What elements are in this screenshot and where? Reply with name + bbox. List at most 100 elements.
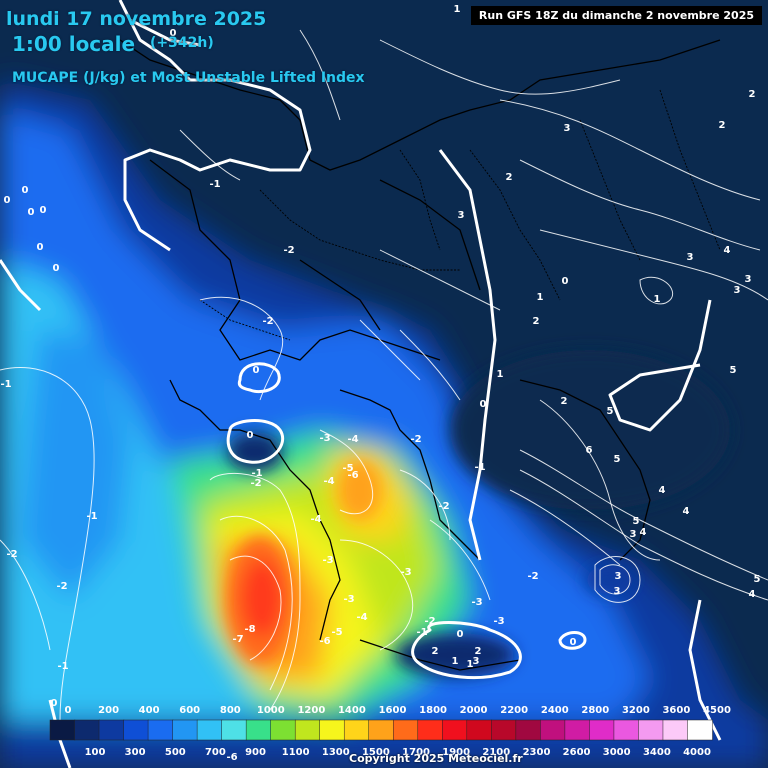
run-label: Run GFS 18Z du dimanche 2 novembre 2025 <box>470 6 762 25</box>
lifted-index-label: -6 <box>347 470 358 481</box>
lifted-index-label: -1 <box>251 468 262 479</box>
lifted-index-label: -3 <box>319 433 330 444</box>
colorbar-tick-label: 1800 <box>419 705 447 716</box>
lifted-index-label: -2 <box>56 581 67 592</box>
colorbar-tick-label: 400 <box>139 705 160 716</box>
lifted-index-label: 4 <box>683 506 690 517</box>
forecast-date: lundi 17 novembre 2025 <box>6 8 267 30</box>
colorbar-tick-label: 100 <box>85 747 106 758</box>
colorbar-tick-label: 2300 <box>523 747 551 758</box>
parameter-title: MUCAPE (J/kg) et Most Unstable Lifted In… <box>12 70 365 86</box>
lifted-index-label: 2 <box>719 120 726 131</box>
lifted-index-label: -4 <box>347 434 358 445</box>
colorbar-swatch <box>540 719 566 741</box>
colorbar-swatch <box>613 719 640 741</box>
colorbar-tick-label: 300 <box>125 747 146 758</box>
lifted-index-label: -3 <box>471 597 482 608</box>
lifted-index-label: 0 <box>170 28 177 39</box>
lifted-index-label: 1 <box>454 4 461 15</box>
lifted-index-label: 0 <box>4 195 11 206</box>
lifted-index-label: 5 <box>633 516 640 527</box>
lifted-index-label: -5 <box>342 463 353 474</box>
forecast-time: 1:00 locale <box>12 32 136 56</box>
lifted-index-label: 2 <box>533 316 540 327</box>
lifted-index-label: 2 <box>475 646 482 657</box>
lifted-index-label: -2 <box>250 478 261 489</box>
colorbar-swatch <box>123 719 149 741</box>
lifted-index-label: 0 <box>51 698 58 709</box>
lifted-index-label: -6 <box>319 636 330 647</box>
lifted-index-label: -2 <box>262 316 273 327</box>
colorbar-swatch <box>319 719 345 741</box>
colorbar-tick-label: 2000 <box>460 705 488 716</box>
lifted-index-label: -4 <box>356 612 367 623</box>
lifted-index-label: -1 <box>86 511 97 522</box>
lifted-index-label: -3 <box>400 567 411 578</box>
colorbar-swatch <box>589 719 615 741</box>
lifted-index-label: 0 <box>28 207 35 218</box>
lifted-index-label: 5 <box>607 406 614 417</box>
lifted-index-label: -6 <box>226 752 237 763</box>
colorbar-swatch <box>221 719 247 741</box>
colorbar-swatch <box>417 719 444 741</box>
lifted-index-label: -1 <box>57 661 68 672</box>
lifted-index-label: -3 <box>343 594 354 605</box>
lifted-index-label: 0 <box>480 399 487 410</box>
coastlines <box>119 39 721 671</box>
colorbar-tick-label: 1200 <box>297 705 325 716</box>
colorbar-tick-label: 4500 <box>703 705 731 716</box>
colorbar-tick-label: 2800 <box>581 705 609 716</box>
lifted-index-label: 2 <box>432 646 439 657</box>
colorbar-swatch <box>638 719 664 741</box>
colorbar-swatch <box>368 719 395 741</box>
colorbar-swatch <box>196 719 223 741</box>
colorbar-tick-label: 2200 <box>500 705 528 716</box>
colorbar-tick-label: 3600 <box>662 705 690 716</box>
colorbar-bottom-ticks: 100 300 500 700 900 1100 1300 1500 1700 1900 2100 2… <box>85 747 711 758</box>
lifted-index-label: 2 <box>749 89 756 100</box>
colorbar-tick-label: 0 <box>65 705 72 716</box>
colorbar-swatch <box>49 719 76 741</box>
colorbar-tick-label: 2600 <box>563 747 591 758</box>
lifted-index-label: -5 <box>331 627 342 638</box>
lifted-index-label: 1 <box>537 292 544 303</box>
colorbar-tick-label: 3400 <box>643 747 671 758</box>
lifted-index-label: 0 <box>22 185 29 196</box>
colorbar-swatch <box>98 719 125 741</box>
colorbar-tick-label: 900 <box>245 747 266 758</box>
lifted-index-label: 1 <box>654 294 661 305</box>
colorbar-tick-label: 1500 <box>362 747 390 758</box>
lifted-index-label: 0 <box>37 242 44 253</box>
lifted-index-label: -1 <box>209 179 220 190</box>
lifted-index-label: -2 <box>438 501 449 512</box>
lifted-index-label: -4 <box>310 514 321 525</box>
lifted-index-label: -3 <box>322 555 333 566</box>
lifted-index-label: 3 <box>473 656 480 667</box>
colorbar-tick-label: 500 <box>165 747 186 758</box>
colorbar-swatch <box>393 719 419 741</box>
colorbar-tick-label: 1100 <box>282 747 310 758</box>
lifted-index-label: 2 <box>561 396 568 407</box>
colorbar-swatch <box>147 719 174 741</box>
lifted-index-label: 4 <box>659 485 666 496</box>
lifted-index-label: -2 <box>283 245 294 256</box>
lifted-index-label: 3 <box>687 252 694 263</box>
lifted-index-label: 5 <box>754 574 761 585</box>
colorbar-tick-label: 1600 <box>379 705 407 716</box>
lifted-index-label: 4 <box>724 245 731 256</box>
lifted-index-label: -2 <box>424 616 435 627</box>
colorbar-swatch <box>172 719 198 741</box>
lifted-index-label: -2 <box>410 434 421 445</box>
colorbar-swatch <box>662 719 689 741</box>
lifted-index-label: 5 <box>614 454 621 465</box>
colorbar-swatch <box>564 719 591 741</box>
colorbar-swatch <box>270 719 296 741</box>
colorbar-swatch <box>442 719 468 741</box>
lifted-index-label: 5 <box>730 365 737 376</box>
lifted-index-label: 1 <box>467 659 474 670</box>
lifted-index-label: 0 <box>53 263 60 274</box>
lifted-index-label: 4 <box>749 589 756 600</box>
copyright-text: Copyright 2025 Meteociel.fr <box>349 752 523 765</box>
